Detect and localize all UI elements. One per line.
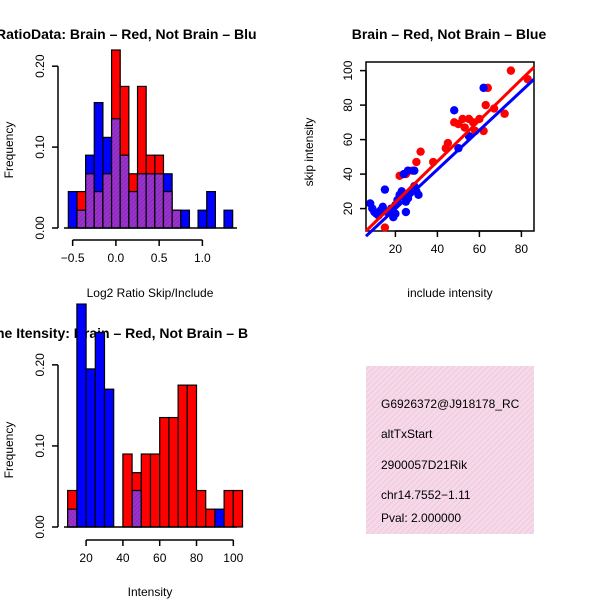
y-tick-label: 20 <box>341 202 355 216</box>
brain-point <box>412 157 421 167</box>
overlap-bar <box>119 154 130 229</box>
overlap-bar <box>136 173 147 229</box>
info-probe-id: G6926372@J918178_RC <box>381 397 520 411</box>
brain-point <box>454 119 463 129</box>
x-tick-label: 1.0 <box>194 251 211 265</box>
info-panel: G6926372@J918178_RC altTxStart 2900057D2… <box>366 366 534 534</box>
brain-fit-line <box>364 66 536 233</box>
not-brain-bar <box>94 331 106 528</box>
y-tick-label: 100 <box>341 60 355 80</box>
ratio-histogram-ylabel: Frequency <box>2 122 16 179</box>
not-brain-bar <box>103 388 115 528</box>
brain-bar <box>205 508 216 528</box>
intensity-scatter-panel: Brain – Red, Not Brain – Blue 20 40 60 80 20… <box>302 26 546 300</box>
y-tick-label: 0.00 <box>33 216 47 240</box>
info-panel-background <box>366 366 534 534</box>
x-tick-label: −0.5 <box>61 251 85 265</box>
overlap-bar <box>93 190 104 229</box>
intensity-histogram-xlabel: Intensity <box>128 585 173 599</box>
scatter-title: Brain – Red, Not Brain – Blue <box>352 26 547 42</box>
ratio-histogram-panel: RatioData: Brain – Red, Not Brain – Blu … <box>0 26 257 300</box>
info-pval: Pval: 2.000000 <box>381 511 461 525</box>
info-event-type: altTxStart <box>381 427 433 441</box>
overlap-bar <box>131 489 142 528</box>
not-brain-bar <box>67 190 78 229</box>
ratio-histogram-xlabel: Log2 Ratio Skip/Include <box>87 286 214 300</box>
not-brain-bar <box>197 209 208 229</box>
scatter-xlabel: include intensity <box>407 286 492 300</box>
brain-bar <box>186 384 198 528</box>
x-tick-label: 80 <box>190 551 204 565</box>
y-tick-label: 0.20 <box>33 54 47 78</box>
overlap-bar <box>128 190 139 229</box>
brain-point <box>506 66 516 75</box>
overlap-bar <box>102 173 113 229</box>
overlap-bar <box>76 209 87 229</box>
not-brain-bar <box>214 508 225 528</box>
not-brain-point <box>403 166 413 175</box>
brain-bar <box>177 384 188 528</box>
not-brain-point <box>410 166 419 175</box>
x-tick-label: 20 <box>79 551 93 565</box>
x-tick-label: 40 <box>431 242 445 256</box>
x-tick-label: 0.5 <box>151 251 168 265</box>
brain-point <box>481 100 490 110</box>
not-brain-fit-line <box>364 78 536 238</box>
y-tick-label: 80 <box>341 98 355 112</box>
x-tick-label: 100 <box>223 551 243 565</box>
y-tick-label: 0.10 <box>33 434 47 458</box>
info-location: chr14.7552−1.11 <box>381 488 471 502</box>
x-tick-label: 60 <box>153 551 167 565</box>
brain-point <box>460 123 469 132</box>
x-tick-label: 40 <box>116 551 130 565</box>
x-tick-label: 0.0 <box>108 251 125 265</box>
y-tick-label: 0.00 <box>33 515 47 539</box>
brain-bar <box>149 453 161 528</box>
overlap-bar <box>154 173 165 229</box>
not-brain-point <box>380 185 390 194</box>
brain-bar <box>168 416 179 528</box>
x-tick-label: 60 <box>473 242 487 256</box>
brain-point <box>500 109 509 118</box>
y-tick-label: 40 <box>341 167 355 181</box>
not-brain-bar <box>206 190 216 229</box>
not-brain-point <box>479 83 488 93</box>
not-brain-point <box>401 207 411 217</box>
overlap-bar <box>110 118 121 229</box>
not-brain-bar <box>76 303 87 528</box>
overlap-bar <box>145 173 156 229</box>
brain-point <box>416 147 425 156</box>
intensity-histogram-title: ne Itensity: Brain – Red, Not Brain – B <box>0 325 248 341</box>
not-brain-bar <box>180 209 191 229</box>
not-brain-point <box>450 106 459 115</box>
x-tick-label: 80 <box>515 242 529 256</box>
y-tick-label: 60 <box>341 133 355 147</box>
not-brain-point <box>414 190 423 199</box>
scatter-ylabel: skip intensity <box>302 118 316 187</box>
brain-point <box>380 223 390 232</box>
y-tick-label: 0.10 <box>33 135 47 159</box>
info-gene-name: 2900057D21Rik <box>381 458 468 472</box>
x-tick-label: 20 <box>389 242 403 256</box>
not-brain-bar <box>223 209 234 229</box>
brain-bar <box>122 453 133 528</box>
brain-bar <box>223 489 234 528</box>
brain-bar <box>140 453 152 528</box>
brain-bar <box>159 416 170 528</box>
brain-bar <box>195 489 207 528</box>
overlap-bar <box>162 190 173 229</box>
ratio-histogram-title: RatioData: Brain – Red, Not Brain – Blu <box>0 26 257 42</box>
overlap-bar <box>85 173 95 229</box>
overlap-bar <box>67 508 78 528</box>
intensity-histogram-ylabel: Frequency <box>2 422 16 479</box>
y-tick-label: 0.20 <box>33 353 47 377</box>
overlap-bar <box>171 209 182 229</box>
not-brain-bar <box>85 368 96 528</box>
brain-bar <box>232 489 244 528</box>
intensity-histogram-panel: ne Itensity: Brain – Red, Not Brain – B … <box>0 303 248 599</box>
